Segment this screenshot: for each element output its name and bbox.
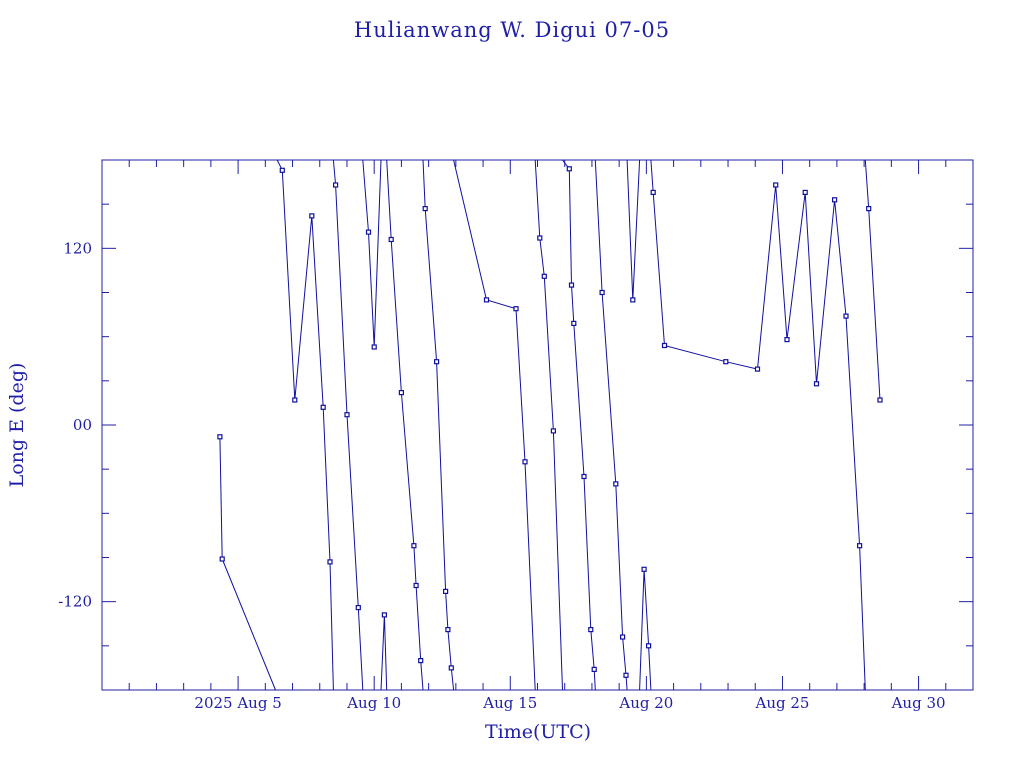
- data-point: [365, 229, 372, 235]
- data-point: [568, 282, 575, 288]
- series-line: [422, 159, 455, 691]
- data-point: [327, 559, 333, 565]
- data-point: [320, 404, 326, 410]
- data-point: [591, 666, 597, 673]
- data-point: [650, 189, 656, 195]
- data-point: [831, 197, 838, 203]
- data-point: [661, 342, 668, 349]
- data-point: [445, 626, 451, 633]
- series-line: [650, 159, 866, 691]
- data-point: [581, 473, 587, 480]
- series-line: [276, 159, 334, 691]
- data-point: [754, 366, 761, 372]
- data-point: [856, 543, 863, 549]
- data-point: [630, 297, 636, 303]
- data-point: [422, 206, 428, 212]
- data-point: [613, 481, 619, 487]
- data-point: [434, 359, 440, 365]
- data-point: [355, 604, 361, 611]
- data-point: [413, 582, 419, 589]
- data-point: [217, 434, 223, 440]
- series-line: [453, 159, 536, 691]
- data-point: [398, 390, 404, 396]
- chart-title: Hulianwang W. Digui 07-05: [354, 18, 670, 42]
- data-point: [309, 213, 315, 219]
- data-point: [513, 306, 519, 312]
- data-point: [802, 189, 808, 195]
- data-point: [619, 634, 626, 640]
- data-point: [443, 588, 449, 595]
- y-axis-label: Long E (deg): [6, 363, 28, 488]
- data-point: [843, 313, 849, 319]
- data-point: [418, 657, 424, 664]
- series-line: [362, 159, 382, 348]
- data-point: [784, 337, 790, 343]
- data-point: [537, 235, 543, 241]
- data-point: [723, 359, 729, 365]
- data-point: [571, 320, 577, 326]
- series-line: [639, 569, 652, 691]
- x-tick-label: 2025 Aug 5: [194, 694, 281, 712]
- data-point: [279, 167, 285, 173]
- y-tick-label: 120: [63, 239, 92, 257]
- x-tick-label: Aug 30: [891, 694, 946, 712]
- data-point: [522, 459, 528, 465]
- data-point: [381, 612, 387, 618]
- data-point: [877, 397, 883, 403]
- data-point: [292, 397, 298, 403]
- data-point: [623, 672, 629, 678]
- y-tick-label: 00: [73, 416, 92, 434]
- data-point: [448, 665, 454, 671]
- series-line: [380, 614, 388, 691]
- axis-ticks: [102, 160, 973, 690]
- series-line: [332, 159, 364, 691]
- data-point: [588, 626, 594, 633]
- series-line: [626, 159, 641, 300]
- x-tick-label: Aug 25: [754, 694, 809, 712]
- data-point: [866, 206, 872, 212]
- series-line: [219, 436, 276, 691]
- data-point: [541, 273, 547, 279]
- tick-labels: 2025 Aug 5 Aug 10 Aug 15 Aug 20 Aug 25 Aug 30…: [58, 239, 945, 712]
- data-point: [645, 643, 652, 649]
- series-group: [219, 159, 881, 691]
- data-point: [641, 566, 647, 572]
- data-point: [773, 182, 779, 188]
- x-tick-label: Aug 15: [482, 694, 537, 712]
- series-line: [562, 159, 596, 691]
- data-point: [388, 236, 394, 243]
- x-tick-label: Aug 20: [618, 694, 673, 712]
- data-point: [411, 543, 417, 549]
- points-group: [217, 166, 883, 678]
- data-point: [599, 289, 605, 296]
- x-axis-label: Time(UTC): [485, 721, 591, 743]
- data-point: [344, 412, 350, 418]
- y-tick-label: -120: [58, 593, 92, 611]
- x-tick-label: Aug 10: [346, 694, 401, 712]
- data-point: [371, 344, 377, 350]
- data-point: [550, 428, 557, 434]
- data-point: [566, 166, 572, 172]
- data-point: [333, 182, 339, 188]
- series-line: [594, 159, 628, 691]
- series-line: [864, 159, 881, 401]
- data-point: [813, 381, 820, 387]
- data-point: [219, 556, 225, 562]
- data-point: [483, 297, 490, 303]
